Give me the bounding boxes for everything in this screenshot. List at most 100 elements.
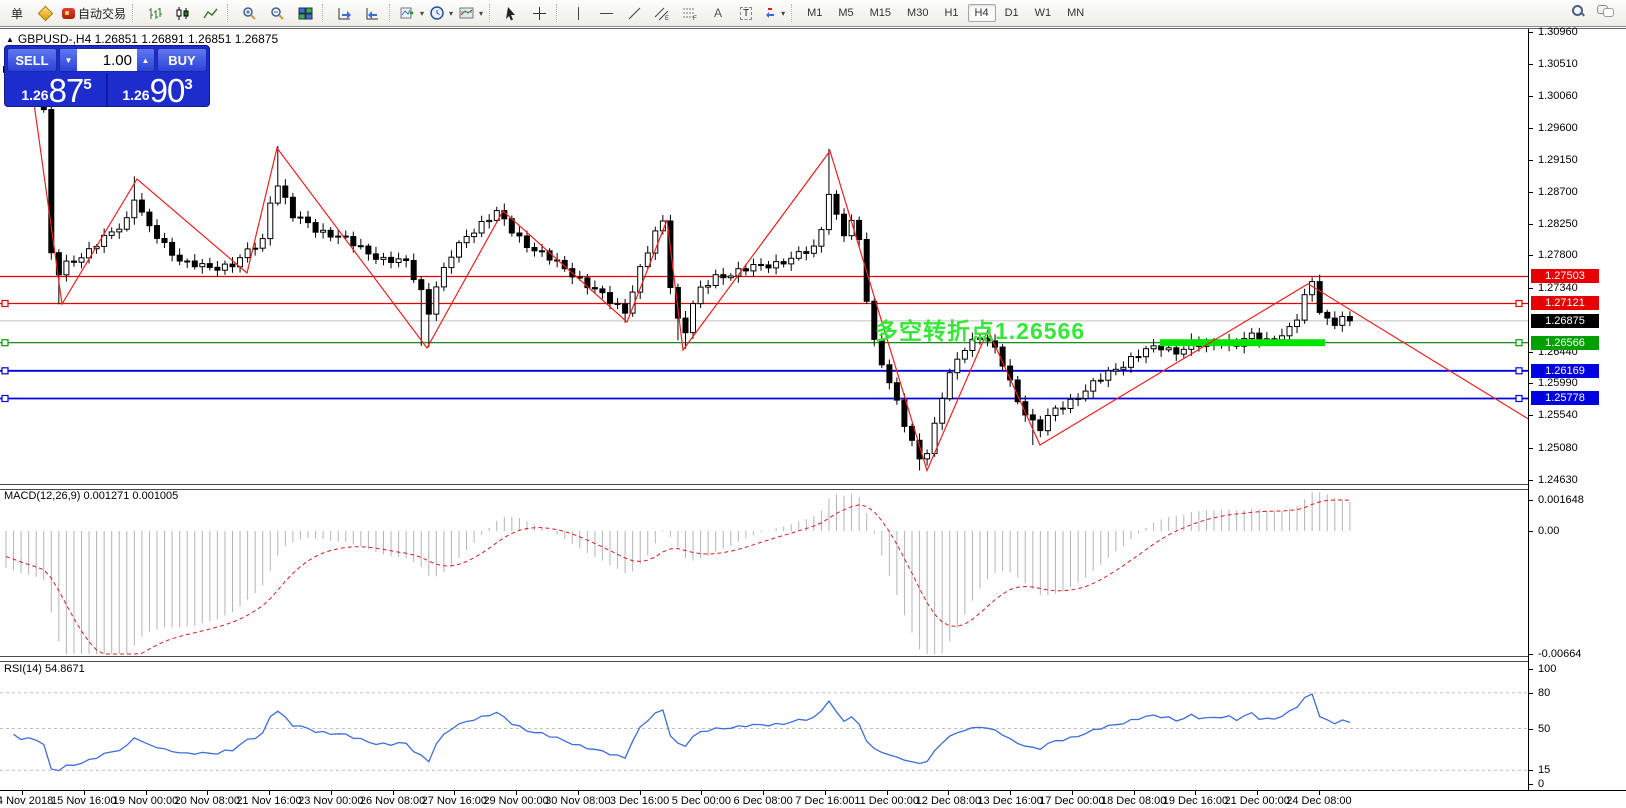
zoom-in-button[interactable] bbox=[235, 2, 263, 24]
rsi-pane-canvas[interactable] bbox=[0, 661, 1528, 790]
line-handle bbox=[1, 367, 9, 375]
macd-pane-canvas[interactable] bbox=[0, 488, 1528, 656]
fibonacci-tool-button[interactable]: F bbox=[676, 2, 704, 24]
volume-decrease-button[interactable]: ▼ bbox=[60, 49, 77, 71]
indicators-button[interactable]: ▾ bbox=[397, 2, 427, 24]
candle-body bbox=[901, 399, 908, 427]
bar-chart-button[interactable] bbox=[140, 2, 168, 24]
price-tick-label: 1.30510 bbox=[1538, 57, 1578, 70]
chart-shift-button[interactable] bbox=[358, 2, 386, 24]
toolbar-separator bbox=[791, 4, 796, 22]
timeframe-mn-button[interactable]: MN bbox=[1067, 7, 1085, 19]
candle-body bbox=[758, 264, 764, 266]
line-handle bbox=[1515, 299, 1523, 308]
macd-axis-label: -0.00664 bbox=[1538, 648, 1582, 660]
line-chart-icon bbox=[202, 8, 218, 18]
candle-body bbox=[909, 425, 915, 441]
price-tick-mark bbox=[1529, 191, 1533, 193]
zoom-out-button[interactable] bbox=[263, 2, 291, 24]
timeframe-h4-button[interactable]: H4 bbox=[967, 4, 996, 22]
autotrading-button[interactable]: 自动交易 bbox=[59, 2, 129, 24]
auto-scroll-button[interactable] bbox=[330, 2, 358, 24]
market-watch-button[interactable] bbox=[31, 2, 59, 24]
rsi-axis-label: 0 bbox=[1538, 778, 1545, 790]
time-tick-label: 19 Nov 00:00 bbox=[112, 795, 179, 807]
templates-button[interactable]: ▾ bbox=[456, 2, 486, 24]
cursor-icon bbox=[506, 6, 516, 20]
candle-body bbox=[810, 245, 817, 254]
community-chat-button[interactable] bbox=[1597, 4, 1614, 23]
price-tick-label: 1.25990 bbox=[1538, 377, 1578, 390]
autotrading-icon bbox=[62, 7, 75, 19]
timeframe-m30-button[interactable]: M30 bbox=[907, 7, 929, 19]
candle-body bbox=[478, 221, 485, 234]
text-tool-button[interactable]: A bbox=[714, 6, 723, 20]
line-chart-button[interactable] bbox=[196, 2, 224, 24]
sell-price[interactable]: 1.26 87 5 bbox=[7, 73, 106, 107]
horizontal-line-tool-button[interactable] bbox=[592, 2, 620, 24]
candle-body bbox=[742, 268, 749, 272]
candle-body bbox=[1067, 398, 1074, 409]
candle-body bbox=[1301, 294, 1308, 321]
rsi-label: RSI(14) 54.8671 bbox=[4, 663, 85, 675]
channel-tool-button[interactable]: E bbox=[648, 2, 676, 24]
sell-button[interactable]: SELL bbox=[7, 48, 57, 72]
timeframe-m5-button[interactable]: M5 bbox=[838, 7, 854, 19]
candle-body bbox=[705, 285, 712, 288]
vertical-line-tool-button[interactable] bbox=[564, 2, 592, 24]
time-tick-label: 17 Dec 00:00 bbox=[1039, 795, 1105, 807]
toolbar-separator bbox=[227, 4, 232, 22]
candle-body bbox=[244, 248, 251, 259]
price-badge: 1.26566 bbox=[1531, 335, 1599, 350]
price-tick-mark bbox=[1529, 160, 1533, 161]
timeframe-h1-button[interactable]: H1 bbox=[944, 7, 959, 19]
price-badge: 1.25778 bbox=[1531, 391, 1599, 406]
timeframe-d1-button[interactable]: D1 bbox=[1004, 7, 1019, 19]
timeframe-group: M1 M5 M15 M30 H1 H4 D1 W1 MN bbox=[799, 4, 1092, 22]
candle-body bbox=[274, 185, 281, 204]
candlestick-chart-icon bbox=[176, 6, 189, 20]
zoom-out-icon bbox=[270, 6, 284, 20]
main-chart-canvas[interactable] bbox=[0, 29, 1528, 484]
timeframe-w1-button[interactable]: W1 bbox=[1034, 7, 1052, 19]
macd-tick-mark bbox=[1529, 531, 1533, 532]
cursor-tool-button[interactable] bbox=[497, 2, 525, 24]
arrows-tool-button[interactable]: ▾ bbox=[760, 2, 788, 24]
time-tick-mark bbox=[886, 791, 888, 795]
dropdown-caret-icon: ▾ bbox=[479, 8, 484, 18]
line-handle bbox=[1, 339, 9, 347]
trendline-tool-button[interactable] bbox=[620, 2, 648, 24]
timeframe-m1-button[interactable]: M1 bbox=[807, 7, 823, 19]
crosshair-tool-button[interactable] bbox=[525, 2, 553, 24]
new-order-button[interactable]: 单 bbox=[10, 6, 23, 21]
buy-price[interactable]: 1.26 90 3 bbox=[106, 73, 207, 107]
search-symbol-button[interactable] bbox=[1571, 4, 1585, 23]
time-tick-label: 21 Dec 00:00 bbox=[1224, 795, 1290, 807]
timeframe-m15-button[interactable]: M15 bbox=[869, 7, 892, 19]
candle-body bbox=[71, 260, 77, 263]
volume-increase-button[interactable]: ▲ bbox=[137, 49, 154, 71]
toolbar-separator bbox=[556, 4, 561, 22]
candle-body bbox=[992, 340, 998, 348]
candle-body bbox=[539, 250, 545, 253]
sell-price-prefix: 1.26 bbox=[21, 87, 49, 103]
candle-body bbox=[712, 274, 719, 286]
price-axis[interactable]: 1.30960 1.30510 1.30060 1.29600 1.29150 1.287… bbox=[1528, 26, 1626, 790]
candle-body bbox=[750, 264, 757, 272]
buy-button[interactable]: BUY bbox=[157, 48, 207, 72]
label-tool-button[interactable]: T bbox=[732, 2, 760, 24]
tile-windows-button[interactable] bbox=[291, 2, 319, 24]
time-tick-label: 29 Nov 00:00 bbox=[483, 795, 549, 807]
volume-input[interactable]: 1.00 bbox=[77, 49, 137, 71]
candle-body bbox=[471, 232, 478, 238]
periods-button[interactable]: ▾ bbox=[427, 2, 456, 24]
pane-separator[interactable] bbox=[0, 484, 1626, 490]
candlestick-chart-button[interactable] bbox=[168, 2, 196, 24]
buy-price-pip: 3 bbox=[184, 76, 193, 93]
chat-icon bbox=[1597, 4, 1614, 17]
pane-separator[interactable] bbox=[0, 656, 1626, 662]
price-tick-mark bbox=[1529, 383, 1533, 385]
chart-window: ▲ GBPUSD-,H4 1.26851 1.26891 1.26851 1.26… bbox=[0, 26, 1626, 808]
